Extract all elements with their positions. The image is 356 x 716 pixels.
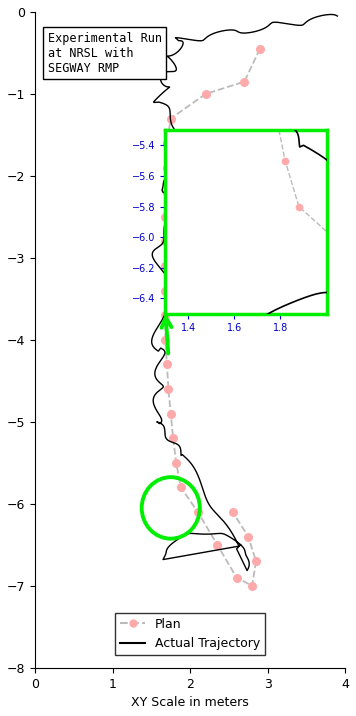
Legend: Plan, Actual Trajectory: Plan, Actual Trajectory: [115, 613, 265, 655]
Text: Experimental Run
at NRSL with
SEGWAY RMP: Experimental Run at NRSL with SEGWAY RMP: [48, 32, 162, 74]
X-axis label: XY Scale in meters: XY Scale in meters: [131, 696, 249, 709]
